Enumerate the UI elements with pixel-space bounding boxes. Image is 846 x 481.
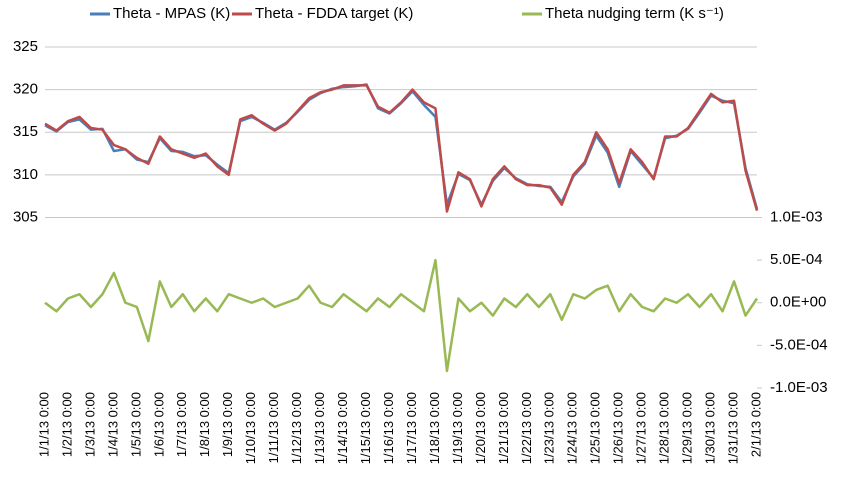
x-tick-label: 2/1/13 0:00 bbox=[748, 392, 763, 457]
x-tick-label: 1/13/13 0:00 bbox=[312, 392, 327, 464]
x-tick-label: 1/25/13 0:00 bbox=[588, 392, 603, 464]
x-tick-label: 1/18/13 0:00 bbox=[427, 392, 442, 464]
series-line bbox=[44, 84, 759, 213]
x-tick-label: 1/29/13 0:00 bbox=[680, 392, 695, 464]
x-tick-label: 1/24/13 0:00 bbox=[565, 392, 580, 464]
x-tick-label: 1/19/13 0:00 bbox=[450, 392, 465, 464]
x-tick-label: 1/12/13 0:00 bbox=[289, 392, 304, 464]
x-tick-label: 1/2/13 0:00 bbox=[59, 392, 74, 457]
y-tick-label: 320 bbox=[13, 81, 38, 98]
x-tick-label: 1/1/13 0:00 bbox=[36, 392, 51, 457]
y2-tick-label: 1.0E-03 bbox=[770, 208, 823, 225]
legend-label: Theta nudging term (K s⁻¹) bbox=[545, 5, 724, 22]
y-tick-label: 305 bbox=[13, 208, 38, 225]
y2-tick-label: -5.0E-04 bbox=[770, 336, 828, 353]
x-tick-label: 1/14/13 0:00 bbox=[335, 392, 350, 464]
x-tick-label: 1/3/13 0:00 bbox=[82, 392, 97, 457]
y-tick-label: 315 bbox=[13, 123, 38, 140]
x-tick-label: 1/23/13 0:00 bbox=[542, 392, 557, 464]
series-line bbox=[44, 258, 759, 373]
x-tick-label: 1/17/13 0:00 bbox=[404, 392, 419, 464]
x-tick-label: 1/31/13 0:00 bbox=[725, 392, 740, 464]
x-tick-label: 1/22/13 0:00 bbox=[519, 392, 534, 464]
x-tick-label: 1/15/13 0:00 bbox=[358, 392, 373, 464]
x-tick-label: 1/8/13 0:00 bbox=[197, 392, 212, 457]
y2-tick-label: -1.0E-03 bbox=[770, 379, 828, 396]
y-tick-label: 325 bbox=[13, 38, 38, 55]
x-tick-label: 1/30/13 0:00 bbox=[703, 392, 718, 464]
x-tick-label: 1/20/13 0:00 bbox=[473, 392, 488, 464]
y-tick-label: 310 bbox=[13, 166, 38, 183]
x-tick-label: 1/10/13 0:00 bbox=[243, 392, 258, 464]
x-tick-label: 1/26/13 0:00 bbox=[611, 392, 626, 464]
x-tick-label: 1/11/13 0:00 bbox=[266, 392, 281, 463]
x-tick-label: 1/27/13 0:00 bbox=[634, 392, 649, 464]
x-tick-label: 1/21/13 0:00 bbox=[496, 392, 511, 464]
y2-tick-label: 5.0E-04 bbox=[770, 251, 823, 268]
y2-tick-label: 0.0E+00 bbox=[770, 294, 826, 311]
x-tick-label: 1/5/13 0:00 bbox=[128, 392, 143, 457]
x-tick-label: 1/16/13 0:00 bbox=[381, 392, 396, 464]
x-tick-label: 1/9/13 0:00 bbox=[220, 392, 235, 457]
legend-label: Theta - MPAS (K) bbox=[113, 5, 230, 22]
legend-label: Theta - FDDA target (K) bbox=[255, 5, 413, 22]
x-tick-label: 1/7/13 0:00 bbox=[174, 392, 189, 457]
x-tick-label: 1/28/13 0:00 bbox=[657, 392, 672, 464]
x-tick-label: 1/4/13 0:00 bbox=[105, 392, 120, 457]
x-tick-label: 1/6/13 0:00 bbox=[151, 392, 166, 457]
